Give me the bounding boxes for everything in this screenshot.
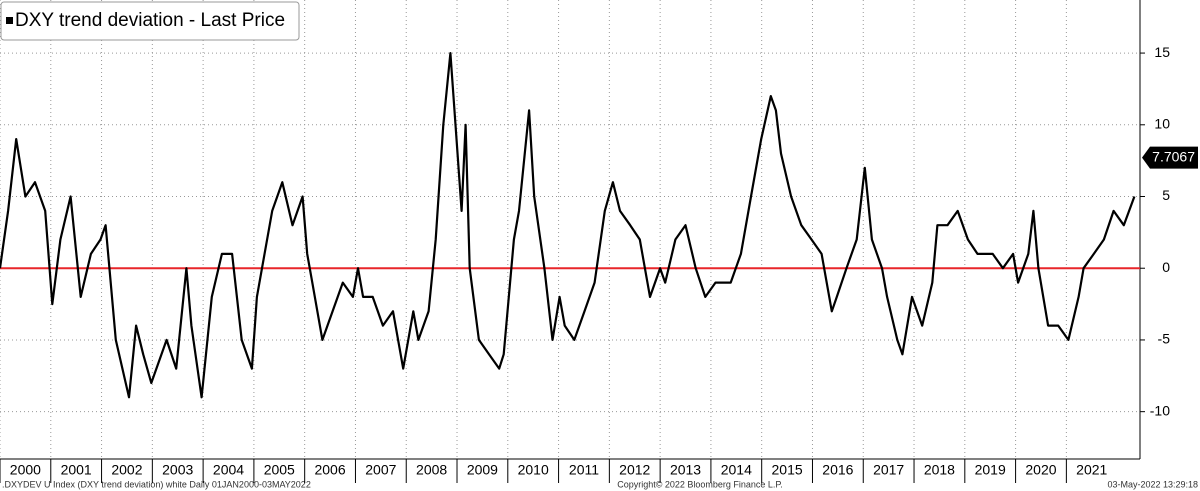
x-tick-label: 2004 [213, 462, 244, 478]
y-tick-label: 10 [1154, 115, 1170, 131]
x-tick-label: 2008 [416, 462, 447, 478]
y-tick-label: 15 [1154, 44, 1170, 60]
x-tick-label: 2021 [1076, 462, 1107, 478]
y-tick-label: -5 [1158, 331, 1171, 347]
y-tick-label: -10 [1150, 402, 1170, 418]
x-tick-label: 2015 [772, 462, 803, 478]
x-tick-label: 2012 [619, 462, 650, 478]
footer-right: 03-May-2022 13:29:18 [1107, 479, 1198, 489]
legend-label: DXY trend deviation - Last Price [15, 10, 285, 31]
x-tick-label: 2016 [822, 462, 853, 478]
x-tick-label: 2005 [264, 462, 295, 478]
x-tick-label: 2013 [670, 462, 701, 478]
x-tick-label: 2011 [569, 462, 599, 478]
x-tick-label: 2009 [467, 462, 498, 478]
legend-box [0, 1, 300, 41]
x-tick-label: 2019 [975, 462, 1006, 478]
footer-left: .DXYDEV U Index (DXY trend deviation) wh… [2, 479, 311, 489]
legend-marker [6, 17, 13, 24]
x-tick-label: 2010 [518, 462, 549, 478]
x-tick-label: 2002 [111, 462, 142, 478]
x-tick-label: 2017 [873, 462, 904, 478]
x-tick-label: 2007 [365, 462, 396, 478]
x-tick-label: 2014 [721, 462, 752, 478]
x-tick-label: 2018 [924, 462, 955, 478]
y-tick-label: 0 [1162, 259, 1170, 275]
y-tick-label: 5 [1162, 187, 1170, 203]
x-tick-label: 2001 [61, 462, 92, 478]
x-tick-label: 2006 [314, 462, 345, 478]
line [0, 52, 1136, 399]
footer-center: Copyright© 2022 Bloomberg Finance L.P. [617, 479, 783, 489]
x-tick-label: 2000 [10, 462, 41, 478]
last-price-label: 7.7067 [1152, 148, 1195, 164]
last-price-tag [1142, 146, 1198, 169]
x-tick-label: 2003 [162, 462, 193, 478]
x-tick-label: 2020 [1025, 462, 1056, 478]
